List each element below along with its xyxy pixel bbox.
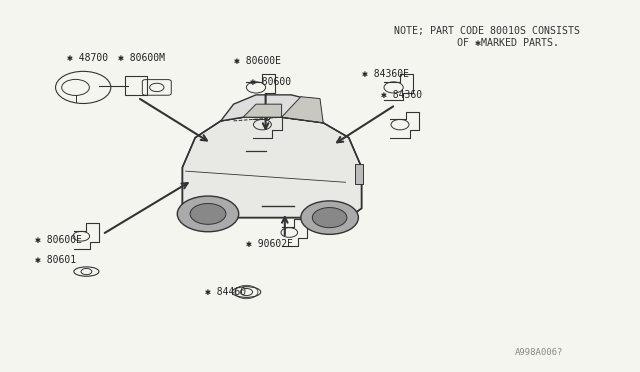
Text: NOTE; PART CODE 80010S CONSISTS
       OF ✱MARKED PARTS.: NOTE; PART CODE 80010S CONSISTS OF ✱MARK… — [394, 26, 580, 48]
Text: ✱ 84460: ✱ 84460 — [205, 287, 246, 297]
Text: A998A006?: A998A006? — [515, 348, 563, 357]
Text: ✱ 48700: ✱ 48700 — [67, 53, 108, 62]
Text: ✱ 80600E: ✱ 80600E — [234, 57, 280, 66]
Bar — [355, 164, 363, 184]
Circle shape — [301, 201, 358, 234]
Bar — [125, 76, 147, 95]
Text: ✱ 84360: ✱ 84360 — [381, 90, 422, 100]
Circle shape — [312, 208, 347, 228]
Circle shape — [177, 196, 239, 232]
Text: ✱ 80600E: ✱ 80600E — [35, 235, 82, 245]
Polygon shape — [182, 117, 362, 218]
Text: ✱ 84360E: ✱ 84360E — [362, 70, 408, 79]
Text: ✱ 80600: ✱ 80600 — [250, 77, 291, 87]
Text: ✱ 90602E: ✱ 90602E — [246, 239, 293, 248]
Circle shape — [190, 203, 226, 224]
Polygon shape — [221, 95, 323, 123]
Polygon shape — [243, 104, 282, 117]
Text: ✱ 80601: ✱ 80601 — [35, 256, 76, 265]
Text: ✱ 80600M: ✱ 80600M — [118, 53, 165, 62]
Polygon shape — [282, 97, 323, 123]
